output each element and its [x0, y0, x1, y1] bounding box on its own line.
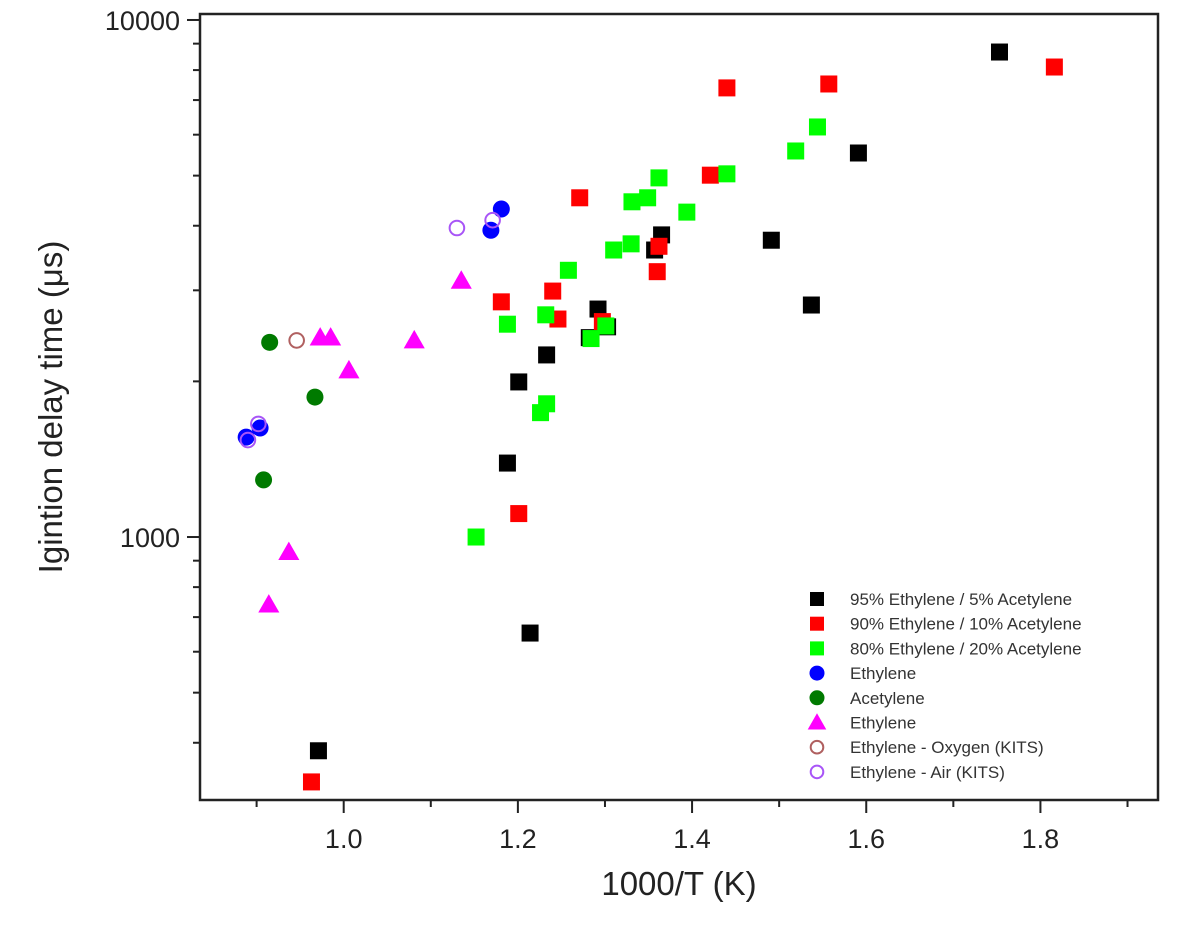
- data-point: [622, 235, 640, 253]
- legend-label: 95% Ethylene / 5% Acetylene: [850, 590, 1072, 609]
- series-6: [288, 332, 305, 349]
- data-point: [261, 333, 279, 351]
- y-tick-label: 10000: [105, 6, 180, 36]
- legend-marker: [807, 713, 827, 730]
- data-point: [990, 43, 1008, 61]
- data-point: [582, 330, 600, 348]
- series-3: [237, 200, 510, 446]
- data-point: [278, 541, 300, 561]
- legend-marker: [809, 665, 825, 681]
- data-point: [648, 263, 666, 281]
- series-5: [258, 270, 472, 613]
- minor-ticks: [193, 42, 1129, 807]
- data-point: [650, 237, 668, 255]
- legend-marker: [809, 764, 825, 780]
- data-point: [597, 317, 615, 335]
- data-point: [498, 315, 516, 333]
- x-tick-label: 1.2: [499, 824, 537, 854]
- data-point: [762, 231, 780, 249]
- plot-frame: [198, 12, 1160, 802]
- data-point: [639, 189, 657, 207]
- data-point: [492, 200, 510, 218]
- data-point: [571, 189, 589, 207]
- data-point: [849, 144, 867, 162]
- legend-marker: [810, 616, 824, 631]
- data-point: [605, 241, 623, 259]
- data-point: [623, 193, 641, 211]
- data-point: [492, 293, 510, 311]
- legend-label: Acetylene: [850, 689, 925, 708]
- data-point: [482, 221, 500, 239]
- data-point: [718, 79, 736, 97]
- data-point: [467, 528, 485, 546]
- legend-label: Ethylene - Air (KITS): [850, 763, 1005, 782]
- data-point: [510, 505, 528, 523]
- data-point: [309, 742, 327, 760]
- data-point: [678, 203, 696, 221]
- data-point: [538, 346, 556, 364]
- legend-marker: [810, 592, 824, 606]
- data-point: [498, 454, 516, 472]
- data-point: [306, 388, 324, 406]
- series-4: [255, 333, 324, 489]
- data-point: [718, 165, 736, 183]
- data-point: [450, 270, 472, 289]
- y-axis-ticks: 1000 10000: [105, 6, 200, 553]
- data-point: [255, 471, 273, 489]
- y-axis-title: Igintion delay time (μs): [32, 241, 69, 574]
- data-point: [484, 211, 501, 229]
- data-point: [302, 773, 320, 791]
- legend: 95% Ethylene / 5% Acetylene 90% Ethylene …: [807, 590, 1082, 782]
- x-axis-title: 1000/T (K): [601, 865, 756, 902]
- legend-label: Ethylene: [850, 664, 916, 683]
- x-tick-label: 1.4: [673, 824, 711, 854]
- data-point: [1045, 58, 1063, 76]
- data-point: [650, 169, 668, 187]
- legend-label: Ethylene: [850, 714, 916, 733]
- y-tick-label: 1000: [120, 523, 180, 553]
- legend-label: 80% Ethylene / 20% Acetylene: [850, 639, 1082, 658]
- x-tick-label: 1.0: [325, 824, 363, 854]
- data-point: [250, 415, 267, 433]
- data-point: [251, 419, 269, 437]
- legend-marker: [810, 641, 824, 656]
- data-point: [537, 306, 555, 324]
- data-point: [448, 219, 466, 237]
- series-1: [302, 58, 1063, 791]
- x-axis-ticks: 1.0 1.2 1.4 1.6 1.8: [325, 800, 1059, 854]
- data-point: [521, 624, 539, 642]
- x-tick-label: 1.8: [1022, 824, 1060, 854]
- data-point: [701, 166, 719, 184]
- data-point: [320, 327, 342, 346]
- data-point: [239, 431, 257, 449]
- data-point: [820, 75, 838, 93]
- data-point: [510, 373, 528, 391]
- data-point: [338, 359, 360, 379]
- legend-label: Ethylene - Oxygen (KITS): [850, 738, 1044, 757]
- data-points: [237, 43, 1063, 791]
- data-point: [532, 404, 550, 422]
- data-point: [787, 142, 805, 160]
- data-point: [802, 296, 820, 314]
- legend-marker: [809, 690, 825, 706]
- data-point: [258, 594, 280, 613]
- data-point: [403, 329, 425, 349]
- legend-marker: [809, 739, 825, 755]
- series-2: [467, 118, 826, 546]
- data-point: [559, 261, 577, 279]
- data-point: [544, 282, 562, 300]
- data-point: [288, 332, 305, 349]
- x-tick-label: 1.6: [847, 824, 885, 854]
- data-point: [808, 118, 826, 136]
- series-7: [239, 211, 501, 449]
- legend-label: 90% Ethylene / 10% Acetylene: [850, 615, 1082, 634]
